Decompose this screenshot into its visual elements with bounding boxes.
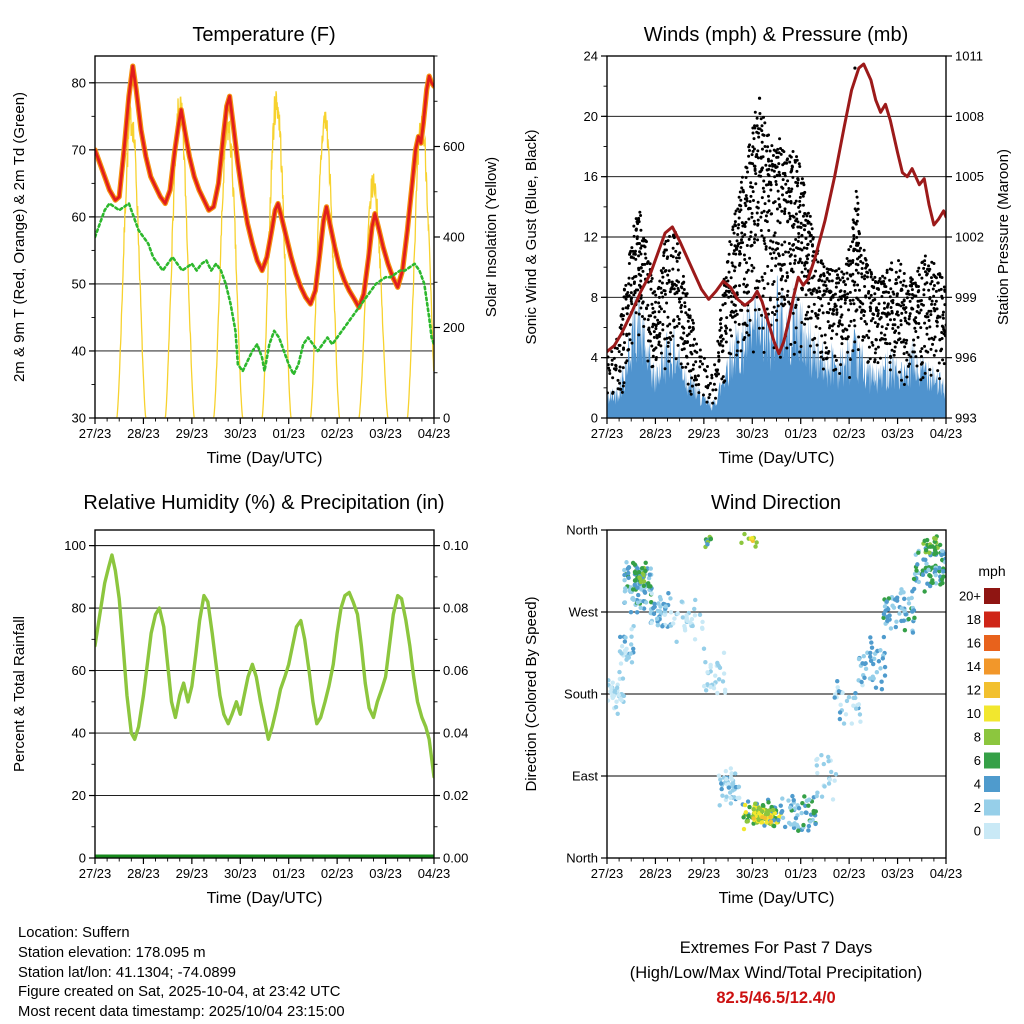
humidity-precip-chart-canvas [0,522,512,922]
extremes-title: Extremes For Past 7 Days [679,939,873,957]
winds-pressure-chart-canvas [512,46,1024,482]
station-elevation-line: Station elevation: 178.095 m [18,944,206,961]
footer: Location: Suffern Station elevation: 178… [0,922,1024,1024]
chart-grid: Temperature (F) Winds (mph) & Pressure (… [0,0,1024,922]
extremes-summary: Extremes For Past 7 Days (High/Low/Max W… [596,936,956,1011]
wind-direction-chart-title: Wind Direction [710,492,842,514]
humidity-precip-chart-panel: Relative Humidity (%) & Precipitation (i… [0,482,512,922]
temperature-chart-canvas [0,46,512,482]
station-location-line: Location: Suffern [18,925,130,941]
extremes-subtitle: (High/Low/Max Wind/Total Precipitation) [629,964,923,982]
temperature-chart-title: Temperature (F) [192,24,336,46]
wind-direction-chart-panel: Wind Direction [512,482,1024,922]
extremes-values: 82.5/46.5/12.4/0 [716,989,836,1007]
winds-pressure-chart-title: Winds (mph) & Pressure (mb) [643,24,909,46]
figure-created-line: Figure created on Sat, 2025-10-04, at 23… [18,984,341,1001]
station-info: Location: Suffern Station elevation: 178… [18,924,345,1023]
station-latlon-line: Station lat/lon: 41.1304; -74.0899 [18,964,237,981]
temperature-chart-panel: Temperature (F) [0,0,512,482]
winds-pressure-chart-panel: Winds (mph) & Pressure (mb) [512,0,1024,482]
wind-direction-chart-canvas [512,522,1024,922]
humidity-precip-chart-title: Relative Humidity (%) & Precipitation (i… [83,492,445,514]
data-timestamp-line: Most recent data timestamp: 2025/10/04 2… [18,1004,345,1021]
